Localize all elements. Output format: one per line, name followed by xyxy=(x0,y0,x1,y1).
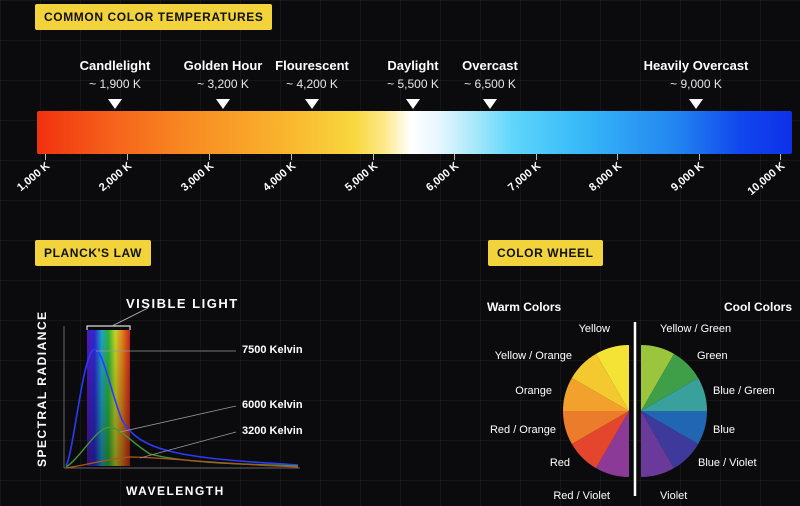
warm-color-label: Yellow / Orange xyxy=(494,350,572,362)
warm-wheel-segment xyxy=(571,411,629,469)
temp-marker: Daylight ~ 5,500 K xyxy=(343,58,483,109)
scale-tick-label: 7,000 K xyxy=(506,160,544,194)
warm-wheel-segment xyxy=(563,378,629,411)
temp-marker-value: ~ 3,200 K xyxy=(197,77,249,91)
warm-color-label: Red / Violet xyxy=(553,490,610,502)
temp-marker-name: Candlelight xyxy=(79,58,151,73)
marker-triangle-icon xyxy=(483,99,497,109)
cool-wheel-segment xyxy=(641,411,674,477)
label-leader-6000 xyxy=(119,405,237,433)
warm-color-label: Red / Orange xyxy=(489,424,556,436)
temp-marker-name: Flourescent xyxy=(275,58,349,73)
curve-3200-kelvin xyxy=(65,456,299,469)
color-wheel xyxy=(563,322,707,496)
warm-wheel-segment xyxy=(596,345,629,411)
temp-marker-value: ~ 1,900 K xyxy=(89,77,141,91)
temp-marker: Golden Hour ~ 3,200 K xyxy=(153,58,293,109)
temp-marker: Overcast ~ 6,500 K xyxy=(420,58,560,109)
curve-7500-kelvin xyxy=(65,348,299,467)
cool-color-label: Yellow / Green xyxy=(660,323,732,335)
warm-color-label: Yellow xyxy=(578,323,610,335)
scale-tick-label: 10,000 K xyxy=(745,160,788,198)
scale-tick xyxy=(780,154,781,160)
marker-triangle-icon xyxy=(108,99,122,109)
cool-wheel-segment xyxy=(641,411,707,444)
scale-tick xyxy=(127,154,128,160)
temp-marker: Flourescent ~ 4,200 K xyxy=(242,58,382,109)
x-axis-label: WAVELENGTH xyxy=(126,484,225,498)
temp-marker: Candlelight ~ 1,900 K xyxy=(45,58,185,109)
temp-marker-value: ~ 9,000 K xyxy=(670,77,722,91)
cool-wheel-segment xyxy=(641,353,699,411)
temp-marker: Heavily Overcast ~ 9,000 K xyxy=(626,58,766,109)
cool-color-label: Violet xyxy=(660,490,688,502)
label-leader-3200 xyxy=(139,431,237,459)
cool-color-label: Blue / Violet xyxy=(698,457,757,469)
section-title-color-wheel: COLOR WHEEL xyxy=(488,240,603,266)
section-title-planck: PLANCK'S LAW xyxy=(35,240,152,266)
color-temperature-gradient-bar xyxy=(37,111,792,154)
scale-tick xyxy=(209,154,210,160)
visible-light-bracket xyxy=(86,325,131,330)
scale-tick xyxy=(699,154,700,160)
scale-tick-label: 3,000 K xyxy=(179,160,217,194)
scale-tick xyxy=(536,154,537,160)
warm-color-label: Orange xyxy=(515,385,552,397)
cool-color-label: Blue xyxy=(713,424,736,436)
warm-color-label: Red xyxy=(549,457,570,469)
scale-tick xyxy=(45,154,46,160)
visible-light-label: VISIBLE LIGHT xyxy=(126,296,239,311)
scale-tick xyxy=(291,154,292,160)
cool-wheel-segment xyxy=(641,411,699,469)
scale-tick xyxy=(617,154,618,160)
warm-wheel-segment xyxy=(596,411,629,477)
scale-tick xyxy=(373,154,374,160)
curve-label-7500: 7500 Kelvin xyxy=(242,344,303,356)
y-axis-label: SPECTRAL RADIANCE xyxy=(35,310,49,467)
cool-color-label: Green xyxy=(697,350,728,362)
temp-marker-name: Golden Hour xyxy=(183,58,263,73)
marker-triangle-icon xyxy=(406,99,420,109)
scale-tick-label: 8,000 K xyxy=(587,160,625,194)
temp-marker-name: Daylight xyxy=(387,58,439,73)
curve-label-3200: 3200 Kelvin xyxy=(242,425,303,437)
scale-tick-label: 9,000 K xyxy=(669,160,707,194)
temp-marker-value: ~ 5,500 K xyxy=(387,77,439,91)
scale-tick-label: 2,000 K xyxy=(97,160,135,194)
cool-color-label: Blue / Green xyxy=(713,385,775,397)
warm-wheel-segment xyxy=(571,353,629,411)
scale-tick-label: 1,000 K xyxy=(15,160,53,194)
cool-wheel-segment xyxy=(641,378,707,411)
temp-marker-name: Overcast xyxy=(462,58,518,73)
scale-tick-label: 5,000 K xyxy=(343,160,381,194)
section-title-temperatures: COMMON COLOR TEMPERATURES xyxy=(35,4,273,30)
warm-wheel-segment xyxy=(563,411,629,444)
marker-triangle-icon xyxy=(689,99,703,109)
scale-tick-label: 4,000 K xyxy=(261,160,299,194)
temp-marker-value: ~ 6,500 K xyxy=(464,77,516,91)
cool-wheel-segment xyxy=(641,345,674,411)
scale-tick-label: 6,000 K xyxy=(424,160,462,194)
scale-tick xyxy=(454,154,455,160)
warm-colors-title: Warm Colors xyxy=(487,300,562,314)
cool-colors-title: Cool Colors xyxy=(724,300,792,314)
temp-marker-name: Heavily Overcast xyxy=(643,58,749,73)
visible-light-leader xyxy=(111,307,149,327)
marker-triangle-icon xyxy=(305,99,319,109)
temp-marker-value: ~ 4,200 K xyxy=(286,77,338,91)
curve-label-6000: 6000 Kelvin xyxy=(242,399,303,411)
marker-triangle-icon xyxy=(216,99,230,109)
planck-diagram xyxy=(63,307,300,469)
